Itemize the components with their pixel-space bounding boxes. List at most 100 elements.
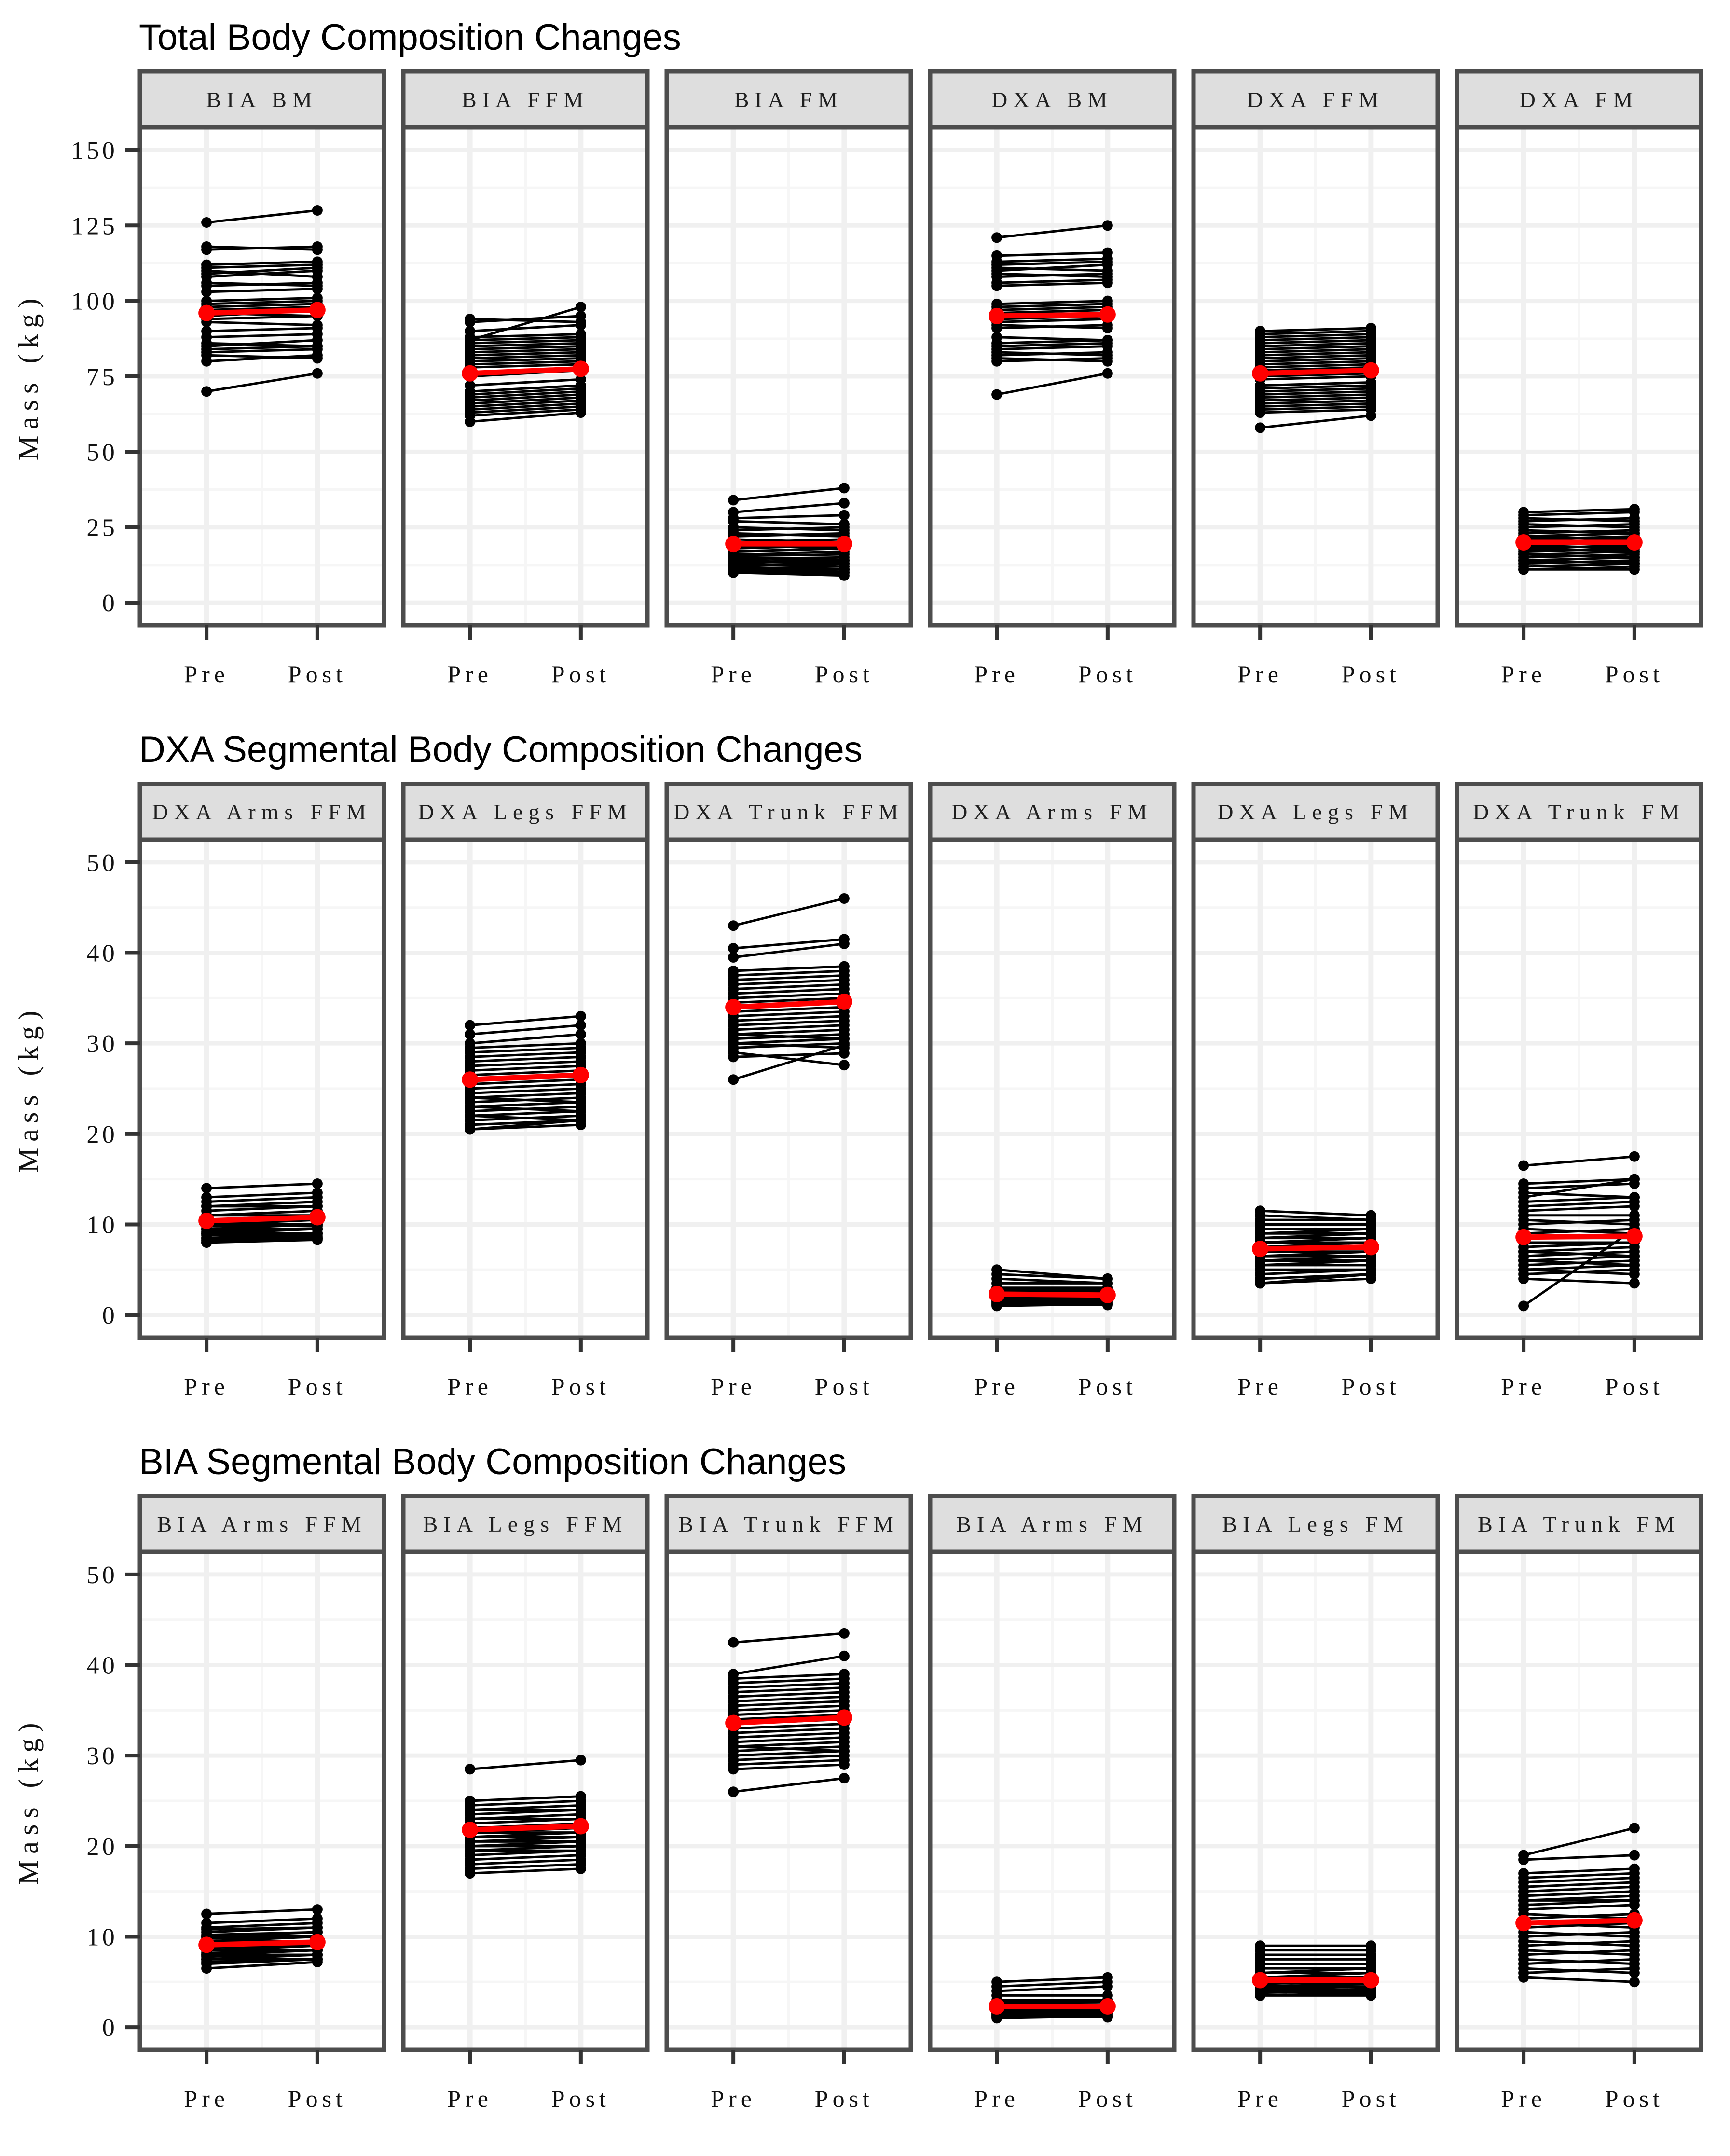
facet-strip — [1191, 69, 1440, 130]
facet-strip — [1455, 69, 1703, 130]
x-tick-label: Post — [815, 661, 874, 688]
subject-line — [733, 520, 844, 525]
subject-line — [733, 562, 844, 567]
strip-label: BIA FM — [734, 87, 843, 112]
subject-line — [733, 1727, 844, 1734]
figure-title: Total Body Composition Changes — [139, 17, 681, 58]
y-tick-label: 0 — [102, 590, 118, 617]
y-tick-label: 30 — [87, 1030, 118, 1058]
subject-point — [465, 1868, 476, 1879]
subject-line — [997, 272, 1108, 278]
subject-line — [1524, 1890, 1634, 1897]
strip-label: DXA Legs FM — [1217, 800, 1414, 824]
x-tick-label: Pre — [711, 2085, 756, 2112]
subject-line — [733, 1759, 844, 1766]
subject-point — [312, 241, 323, 252]
x-tick-label: Pre — [974, 2085, 1019, 2112]
subject-point — [728, 495, 739, 506]
subject-line — [733, 1019, 844, 1027]
subject-point — [838, 1048, 850, 1059]
facet-strip — [137, 782, 386, 842]
subject-line — [733, 1044, 845, 1081]
subject-line — [733, 897, 845, 927]
subject-line — [1524, 553, 1634, 559]
subject-point — [575, 1010, 586, 1022]
facet-panel-bia-bm: BIA BM Pre Post 0 25 50 75 100 125 150 — [71, 69, 386, 688]
facet-strip — [928, 69, 1177, 130]
subject-point — [1629, 1976, 1640, 1988]
x-tick-label: Post — [1342, 1373, 1400, 1400]
x-tick-label: Pre — [447, 2085, 493, 2112]
mean-point — [1626, 534, 1643, 551]
subject-line — [733, 969, 844, 977]
subject-line — [733, 1700, 844, 1707]
subject-line — [1524, 1881, 1634, 1888]
mean-line — [1260, 367, 1372, 376]
subject-line — [997, 1303, 1108, 1307]
subject-line — [470, 1047, 581, 1054]
subject-point — [991, 322, 1002, 333]
subject-line — [997, 260, 1108, 266]
subject-point — [1255, 1990, 1266, 2001]
figure-title: DXA Segmental Body Composition Changes — [139, 729, 863, 770]
y-tick-label: 50 — [87, 1562, 118, 1589]
facet-panel-bia-legs-fm: BIA Legs FM Pre Post — [1191, 1494, 1440, 2112]
subject-line — [470, 1799, 581, 1807]
subject-line — [470, 363, 581, 369]
subject-point — [991, 232, 1002, 243]
subject-line — [470, 1096, 581, 1104]
subject-line — [997, 1288, 1108, 1293]
subject-line — [1524, 1876, 1634, 1884]
mean-point — [198, 1936, 215, 1953]
subject-line — [733, 942, 845, 959]
subject-point — [838, 938, 850, 949]
subject-line — [1260, 360, 1371, 366]
subject-line — [1260, 384, 1371, 390]
subject-line — [997, 278, 1108, 284]
y-tick-label: 20 — [87, 1121, 118, 1148]
subject-line — [1260, 342, 1371, 347]
x-tick-label: Post — [1605, 1373, 1664, 1400]
subject-line — [997, 281, 1108, 287]
subject-line — [1523, 1228, 1635, 1307]
subject-line — [997, 300, 1108, 305]
subject-point — [1102, 1981, 1113, 1992]
subject-line — [733, 1745, 844, 1753]
subject-point — [1518, 1972, 1529, 1983]
subject-line — [206, 354, 317, 359]
mean-line — [206, 307, 318, 316]
mean-point — [1252, 1972, 1269, 1989]
mean-point — [1515, 1915, 1532, 1932]
subject-point — [312, 1956, 323, 1967]
y-tick-label: 75 — [87, 363, 118, 391]
subject-line — [733, 1754, 844, 1762]
subject-line — [997, 339, 1108, 345]
subject-line — [206, 339, 317, 347]
subject-line — [1524, 1205, 1634, 1212]
y-tick-label: 10 — [87, 1923, 118, 1951]
subject-line — [1260, 408, 1371, 414]
subject-line — [469, 1024, 581, 1036]
subject-point — [991, 2013, 1002, 2024]
subject-line — [1260, 387, 1371, 393]
strip-label: DXA Arms FFM — [152, 800, 371, 824]
subject-point — [728, 920, 739, 931]
subject-line — [1524, 1854, 1634, 1861]
facet-strip — [928, 1494, 1177, 1554]
facet-panel-bia-fm: BIA FM Pre Post — [664, 69, 913, 688]
subject-point — [1629, 1954, 1640, 1965]
x-tick-label: Post — [1342, 2085, 1400, 2112]
subject-line — [470, 1809, 581, 1816]
subject-line — [470, 339, 581, 345]
subject-line — [1260, 1209, 1371, 1217]
subject-point — [201, 244, 212, 255]
x-tick-label: Post — [815, 1373, 874, 1400]
strip-label: BIA FFM — [462, 87, 589, 112]
subject-point — [465, 1020, 476, 1031]
subject-line — [733, 1672, 844, 1680]
subject-line — [206, 300, 317, 305]
subject-line — [470, 1042, 581, 1050]
subject-line — [997, 305, 1108, 311]
mean-point — [1515, 534, 1532, 551]
x-tick-label: Pre — [1237, 661, 1283, 688]
